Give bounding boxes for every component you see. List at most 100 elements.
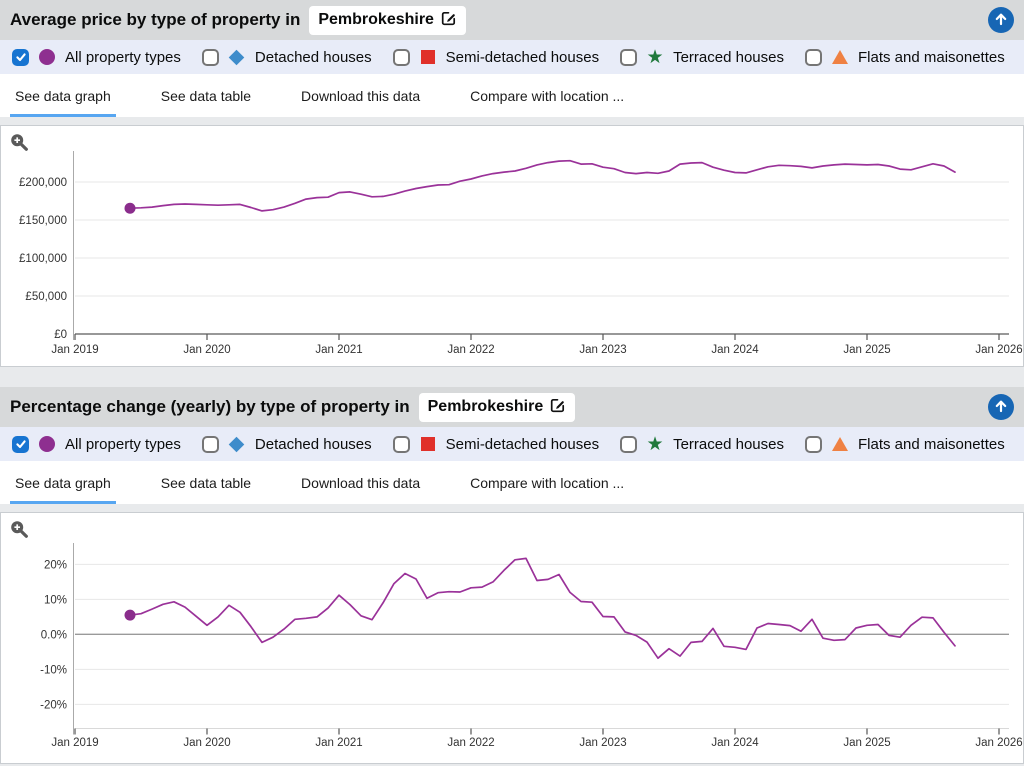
checkbox-flats-and-maisonettes[interactable] xyxy=(804,48,822,66)
magnifier-plus-icon xyxy=(9,521,30,543)
checkbox-semi-detached-houses[interactable] xyxy=(392,435,410,453)
checkbox-all-property-types[interactable] xyxy=(12,48,29,66)
svg-text:Jan 2021: Jan 2021 xyxy=(315,737,362,749)
checkmark-icon xyxy=(15,440,26,449)
checkbox-semi-detached-houses[interactable] xyxy=(392,48,410,66)
square-marker-icon xyxy=(418,47,438,67)
legend-label: Terraced houses xyxy=(673,435,784,453)
legend-item-detached-houses[interactable]: Detached houses xyxy=(201,47,372,67)
legend-label: Detached houses xyxy=(254,48,372,66)
svg-text:Jan 2020: Jan 2020 xyxy=(183,344,230,356)
legend-label: Semi-detached houses xyxy=(445,435,600,453)
tab-see-data-table[interactable]: See data table xyxy=(160,475,252,491)
legend-item-terraced-houses[interactable]: ★ Terraced houses xyxy=(620,434,784,454)
location-name: Pembrokeshire xyxy=(318,11,434,28)
percentage-change-header: Percentage change (yearly) by type of pr… xyxy=(0,387,1024,427)
legend-label: All property types xyxy=(65,435,181,453)
series-filter-bar: All property types Detached houses Semi-… xyxy=(0,40,1024,74)
legend-item-all-property-types[interactable]: All property types xyxy=(12,47,181,67)
diamond-marker-icon xyxy=(227,47,247,67)
circle-marker-icon xyxy=(37,434,57,454)
tab-download-this-data[interactable]: Download this data xyxy=(301,475,421,491)
tab-see-data-graph[interactable]: See data graph xyxy=(10,74,116,117)
svg-text:Jan 2022: Jan 2022 xyxy=(447,344,494,356)
chart-zoom-button[interactable] xyxy=(9,519,30,540)
checkbox-terraced-houses[interactable] xyxy=(620,48,638,66)
svg-text:£200,000: £200,000 xyxy=(19,177,67,189)
page-title: Percentage change (yearly) by type of pr… xyxy=(10,392,576,422)
svg-text:Jan 2019: Jan 2019 xyxy=(51,344,98,356)
svg-text:Jan 2026: Jan 2026 xyxy=(975,344,1022,356)
checkbox-detached-houses[interactable] xyxy=(201,48,219,66)
star-marker-icon: ★ xyxy=(646,46,664,68)
checkbox-terraced-houses[interactable] xyxy=(620,435,638,453)
svg-text:Jan 2019: Jan 2019 xyxy=(51,737,98,749)
location-picker-button[interactable]: Pembrokeshire xyxy=(418,392,576,422)
edit-icon xyxy=(550,397,566,418)
svg-text:Jan 2023: Jan 2023 xyxy=(579,344,626,356)
arrow-up-icon xyxy=(992,397,1010,418)
percentage-change-line-chart: -20% -10% 0.0% 10% 20% Jan 2019 Jan 2020 Jan 20… xyxy=(40,543,1023,749)
tab-compare-with-location[interactable]: Compare with location ... xyxy=(470,475,625,491)
svg-text:Jan 2020: Jan 2020 xyxy=(183,737,230,749)
legend-item-detached-houses[interactable]: Detached houses xyxy=(201,434,372,454)
svg-text:£50,000: £50,000 xyxy=(25,291,67,303)
svg-text:10%: 10% xyxy=(44,594,67,606)
legend-label: Flats and maisonettes xyxy=(857,435,1005,453)
svg-text:0.0%: 0.0% xyxy=(41,629,67,641)
svg-text:-10%: -10% xyxy=(40,664,67,676)
percentage-change-section: Percentage change (yearly) by type of pr… xyxy=(0,387,1024,764)
legend-label: Flats and maisonettes xyxy=(857,48,1005,66)
location-name: Pembrokeshire xyxy=(427,398,544,415)
svg-text:Jan 2023: Jan 2023 xyxy=(579,737,626,749)
svg-text:Jan 2022: Jan 2022 xyxy=(447,737,494,749)
percentage-change-chart: -20% -10% 0.0% 10% 20% Jan 2019 Jan 2020 Jan 20… xyxy=(0,512,1024,764)
tab-compare-with-location[interactable]: Compare with location ... xyxy=(470,88,625,104)
legend-item-all-property-types[interactable]: All property types xyxy=(12,434,181,454)
legend-label: Semi-detached houses xyxy=(445,48,600,66)
scroll-to-top-button[interactable] xyxy=(988,7,1014,33)
chart-zoom-button[interactable] xyxy=(9,132,30,153)
location-picker-button[interactable]: Pembrokeshire xyxy=(309,5,466,35)
tab-download-this-data[interactable]: Download this data xyxy=(301,88,421,104)
average-price-section: Average price by type of property in Pem… xyxy=(0,0,1024,367)
svg-text:Jan 2025: Jan 2025 xyxy=(843,737,890,749)
svg-text:Jan 2026: Jan 2026 xyxy=(975,737,1022,749)
tab-see-data-table[interactable]: See data table xyxy=(160,88,252,104)
svg-text:£150,000: £150,000 xyxy=(19,215,67,227)
section-title-text: Percentage change (yearly) by type of pr… xyxy=(10,397,410,416)
tab-see-data-graph[interactable]: See data graph xyxy=(10,461,116,504)
checkbox-all-property-types[interactable] xyxy=(12,435,29,453)
legend-item-terraced-houses[interactable]: ★ Terraced houses xyxy=(620,47,784,67)
svg-text:£0: £0 xyxy=(54,329,67,341)
average-price-header: Average price by type of property in Pem… xyxy=(0,0,1024,40)
average-price-chart: £0 £50,000 £100,000 £150,000 £200,000 Jan 201… xyxy=(0,125,1024,367)
scroll-to-top-button[interactable] xyxy=(988,394,1014,420)
average-price-line-chart: £0 £50,000 £100,000 £150,000 £200,000 Jan 201… xyxy=(19,151,1023,356)
magnifier-plus-icon xyxy=(9,134,30,156)
legend-item-flats-and-maisonettes[interactable]: Flats and maisonettes xyxy=(804,47,1005,67)
edit-icon xyxy=(441,10,457,31)
svg-text:20%: 20% xyxy=(44,559,67,571)
page-title: Average price by type of property in Pem… xyxy=(10,5,466,35)
square-marker-icon xyxy=(418,434,438,454)
svg-text:Jan 2025: Jan 2025 xyxy=(843,344,890,356)
checkmark-icon xyxy=(15,53,26,62)
triangle-marker-icon xyxy=(830,434,850,454)
legend-label: Detached houses xyxy=(254,435,372,453)
circle-marker-icon xyxy=(37,47,57,67)
checkbox-flats-and-maisonettes[interactable] xyxy=(804,435,822,453)
legend-label: Terraced houses xyxy=(673,48,784,66)
triangle-marker-icon xyxy=(830,47,850,67)
chart-tabs: See data graph See data table Download t… xyxy=(0,74,1024,117)
arrow-up-icon xyxy=(992,10,1010,31)
svg-text:Jan 2021: Jan 2021 xyxy=(315,344,362,356)
svg-text:Jan 2024: Jan 2024 xyxy=(711,344,759,356)
legend-item-semi-detached-houses[interactable]: Semi-detached houses xyxy=(392,47,600,67)
diamond-marker-icon xyxy=(227,434,247,454)
svg-text:-20%: -20% xyxy=(40,699,67,711)
legend-item-semi-detached-houses[interactable]: Semi-detached houses xyxy=(392,434,600,454)
series-filter-bar: All property types Detached houses Semi-… xyxy=(0,427,1024,461)
legend-item-flats-and-maisonettes[interactable]: Flats and maisonettes xyxy=(804,434,1005,454)
checkbox-detached-houses[interactable] xyxy=(201,435,219,453)
